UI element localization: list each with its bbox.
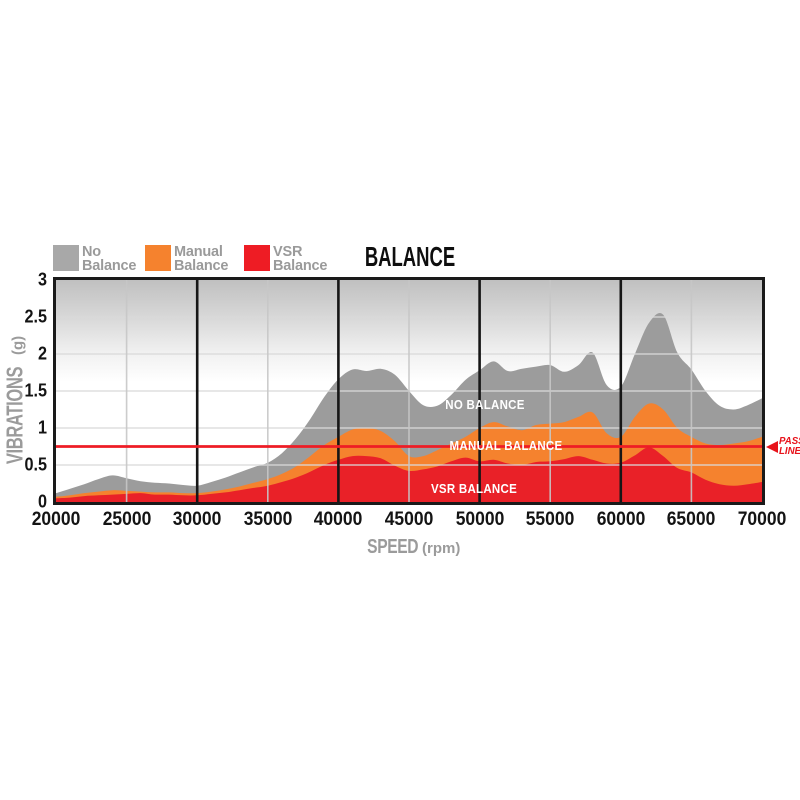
legend-label-line1: Manual bbox=[174, 244, 223, 260]
chart-title: BALANCE bbox=[364, 241, 456, 272]
x-axis-tick: 30000 bbox=[172, 509, 222, 530]
legend-label-line2: Balance bbox=[174, 257, 229, 274]
x-axis-tick: 35000 bbox=[243, 509, 293, 530]
legend-label-line2: Balance bbox=[273, 257, 328, 274]
y-axis-tick: 2 bbox=[37, 343, 47, 364]
y-axis-tick: 2.5 bbox=[24, 306, 47, 327]
legend-item-manual-balance: Manual Balance bbox=[145, 245, 228, 273]
legend-item-vsr-balance: VSR Balance bbox=[244, 245, 327, 273]
x-axis-title-text: SPEED bbox=[366, 536, 418, 558]
x-axis-tick: 55000 bbox=[525, 509, 575, 530]
plot-area bbox=[53, 277, 765, 505]
legend-label-line2: Balance bbox=[82, 257, 137, 274]
legend-label-line1: VSR bbox=[273, 244, 303, 260]
x-axis-title: SPEED (rpm) bbox=[0, 536, 800, 559]
y-axis-tick: 0 bbox=[37, 491, 47, 512]
vsr-balance-swatch-icon bbox=[244, 245, 270, 271]
manual-balance-swatch-icon bbox=[145, 245, 171, 271]
x-axis-tick: 40000 bbox=[314, 509, 363, 530]
pass-line-label: PASS LINE bbox=[779, 435, 800, 457]
x-axis-tick: 50000 bbox=[455, 509, 504, 530]
area-label-vsr-balance: VSR BALANCE bbox=[430, 482, 518, 496]
x-axis-tick: 60000 bbox=[596, 509, 646, 530]
legend-label-line1: No bbox=[82, 244, 101, 260]
x-axis-tick: 45000 bbox=[384, 509, 434, 530]
x-axis-tick: 25000 bbox=[102, 509, 151, 530]
area-label-manual-balance: MANUAL BALANCE bbox=[449, 439, 563, 453]
y-axis-tick: 3 bbox=[37, 269, 47, 290]
y-axis-tick: 1 bbox=[37, 417, 47, 438]
y-axis-tick: 0.5 bbox=[24, 454, 47, 475]
x-axis-tick: 20000 bbox=[31, 509, 81, 530]
plot-svg bbox=[56, 280, 762, 502]
x-axis-unit: (rpm) bbox=[421, 540, 461, 557]
pass-line-arrow-icon bbox=[766, 441, 778, 453]
x-axis-tick: 70000 bbox=[737, 509, 787, 530]
y-axis-tick: 1.5 bbox=[24, 380, 47, 401]
x-axis-tick: 65000 bbox=[667, 509, 716, 530]
no-balance-swatch-icon bbox=[53, 245, 79, 271]
legend-item-no-balance: No Balance bbox=[53, 245, 136, 273]
area-label-no-balance: NO BALANCE bbox=[445, 398, 525, 412]
